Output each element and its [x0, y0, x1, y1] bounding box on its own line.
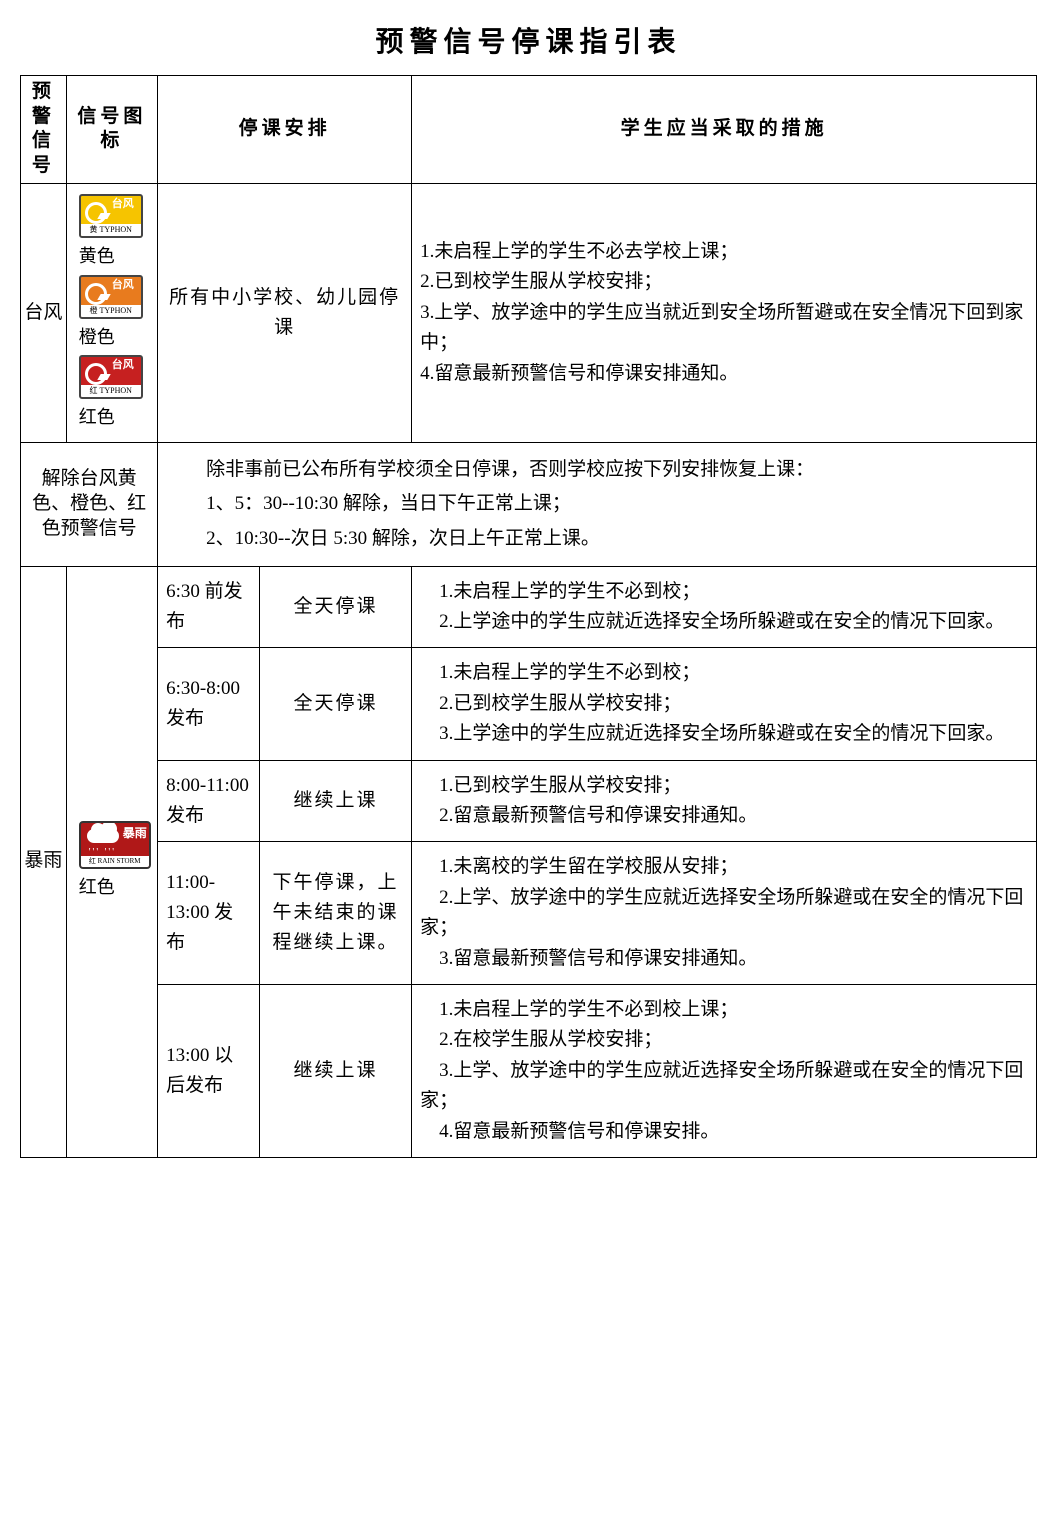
typhoon-cancel-row: 解除台风黄色、橙色、红色预警信号 除非事前已公布所有学校须全日停课，否则学校应按…: [21, 443, 1037, 567]
rainstorm-name: 暴雨: [21, 566, 67, 1157]
rain-time-1: 6:30-8:00 发布: [158, 648, 260, 760]
typhoon-arrangement: 所有中小学校、幼儿园停课: [158, 183, 412, 442]
rain-meas-1: 1.未启程上学的学生不必到校； 2.已到校学生服从学校安排； 3.上学途中的学生…: [412, 648, 1037, 760]
rain-time-2: 8:00-11:00 发布: [158, 760, 260, 842]
header-arrangement: 停课安排: [158, 76, 412, 184]
rainstorm-row-1: 6:30-8:00 发布 全天停课 1.未启程上学的学生不必到校； 2.已到校学…: [21, 648, 1037, 760]
typhoon-icons-cell: 台风 黄 TYPHON 黄色 台风 橙 TYPHON 橙色 台风 红 TYPHO…: [66, 183, 157, 442]
rainstorm-red-icon: ''' ''' 暴雨 红 RAIN STORM: [79, 821, 151, 869]
rain-time-4: 13:00 以后发布: [158, 985, 260, 1158]
rain-arr-4: 继续上课: [259, 985, 411, 1158]
header-measures: 学生应当采取的措施: [412, 76, 1037, 184]
guidance-table: 预警信号 信号图标 停课安排 学生应当采取的措施 台风 台风 黄 TYPHON …: [20, 75, 1037, 1158]
typhoon-name: 台风: [21, 183, 67, 442]
typhoon-orange-label: 橙色: [79, 323, 115, 352]
rainstorm-icon-cell: ''' ''' 暴雨 红 RAIN STORM 红色: [66, 566, 157, 1157]
rainstorm-row-2: 8:00-11:00 发布 继续上课 1.已到校学生服从学校安排； 2.留意最新…: [21, 760, 1037, 842]
typhoon-red-icon: 台风 红 TYPHON: [79, 355, 143, 399]
rainstorm-red-label: 红色: [79, 873, 115, 902]
rainstorm-row-0: 暴雨 ''' ''' 暴雨 红 RAIN STORM 红色 6:30 前发布 全…: [21, 566, 1037, 648]
typhoon-orange-icon: 台风 橙 TYPHON: [79, 275, 143, 319]
rain-arr-3: 下午停课，上午未结束的课程继续上课。: [259, 842, 411, 985]
rain-time-0: 6:30 前发布: [158, 566, 260, 648]
typhoon-measures: 1.未启程上学的学生不必去学校上课；2.已到校学生服从学校安排；3.上学、放学途…: [412, 183, 1037, 442]
typhoon-cancel-label: 解除台风黄色、橙色、红色预警信号: [21, 443, 158, 567]
page-title: 预警信号停课指引表: [20, 20, 1037, 60]
rain-time-3: 11:00-13:00 发布: [158, 842, 260, 985]
typhoon-cancel-body: 除非事前已公布所有学校须全日停课，否则学校应按下列安排恢复上课： 1、5：30-…: [158, 443, 1037, 567]
typhoon-red-label: 红色: [79, 403, 115, 432]
rain-meas-0: 1.未启程上学的学生不必到校； 2.上学途中的学生应就近选择安全场所躲避或在安全…: [412, 566, 1037, 648]
rain-arr-2: 继续上课: [259, 760, 411, 842]
rain-meas-4: 1.未启程上学的学生不必到校上课； 2.在校学生服从学校安排； 3.上学、放学途…: [412, 985, 1037, 1158]
table-header-row: 预警信号 信号图标 停课安排 学生应当采取的措施: [21, 76, 1037, 184]
rain-meas-3: 1.未离校的学生留在学校服从安排； 2.上学、放学途中的学生应就近选择安全场所躲…: [412, 842, 1037, 985]
typhoon-yellow-label: 黄色: [79, 242, 115, 271]
header-signal: 预警信号: [21, 76, 67, 184]
rainstorm-row-4: 13:00 以后发布 继续上课 1.未启程上学的学生不必到校上课； 2.在校学生…: [21, 985, 1037, 1158]
typhoon-yellow-icon: 台风 黄 TYPHON: [79, 194, 143, 238]
rainstorm-row-3: 11:00-13:00 发布 下午停课，上午未结束的课程继续上课。 1.未离校的…: [21, 842, 1037, 985]
rain-arr-1: 全天停课: [259, 648, 411, 760]
rain-meas-2: 1.已到校学生服从学校安排； 2.留意最新预警信号和停课安排通知。: [412, 760, 1037, 842]
header-icon: 信号图标: [66, 76, 157, 184]
rain-arr-0: 全天停课: [259, 566, 411, 648]
typhoon-row: 台风 台风 黄 TYPHON 黄色 台风 橙 TYPHON 橙色 台风 红 TY…: [21, 183, 1037, 442]
